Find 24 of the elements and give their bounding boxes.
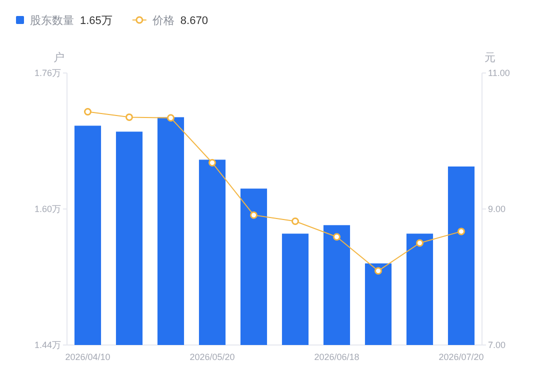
point	[374, 267, 382, 275]
x-tick-label: 2026/07/20	[438, 352, 484, 362]
point	[126, 113, 133, 121]
y2-axis-title: 元	[484, 52, 496, 64]
y-axis-title: 户	[54, 51, 64, 64]
point	[208, 159, 216, 167]
point	[292, 217, 299, 225]
point	[84, 108, 92, 116]
x-tick-label: 2026/05/20	[190, 352, 235, 362]
point	[416, 239, 424, 247]
y-tick-label: 1.60万	[34, 204, 61, 214]
legend-label: 价格	[151, 15, 174, 27]
point	[333, 233, 340, 241]
point	[250, 211, 258, 219]
point	[458, 228, 465, 236]
x-tick-label: 2026/06/18	[314, 352, 360, 362]
x-tick-label: 2026/04/10	[65, 352, 110, 362]
y2-tick-label: 11.00	[488, 68, 510, 78]
y2-tick-label: 9.00	[488, 204, 506, 214]
y2-tick-label: 7.00	[488, 340, 506, 350]
y-tick-label: 1.44万	[34, 340, 61, 350]
point	[167, 114, 174, 122]
y-tick-label: 1.76万	[34, 68, 61, 78]
legend-label: 股东数量	[30, 14, 74, 27]
